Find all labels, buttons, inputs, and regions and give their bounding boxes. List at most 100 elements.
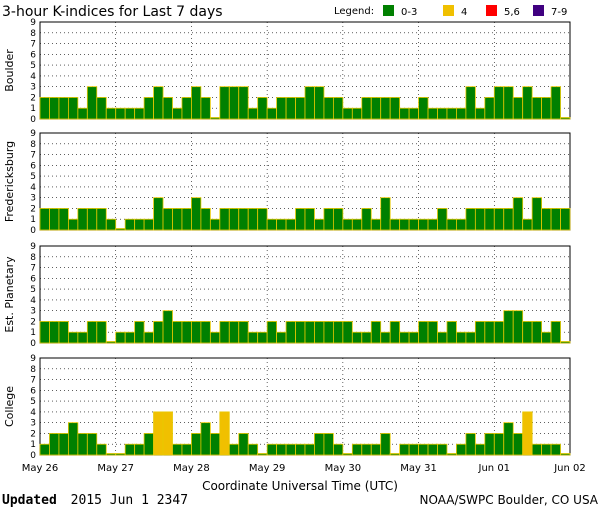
kp-bar [105, 218, 117, 231]
kp-bar [380, 97, 391, 120]
kp-bar [550, 208, 561, 231]
kp-bar [446, 218, 457, 231]
legend-swatch [486, 5, 497, 16]
y-tick-label: 6 [30, 386, 36, 396]
kp-bar [437, 208, 448, 231]
y-tick-label: 9 [30, 242, 36, 252]
kp-bar [96, 443, 107, 456]
x-axis-label: Coordinate Universal Time (UTC) [202, 479, 398, 493]
y-tick-label: 0 [30, 339, 36, 349]
kp-bar [67, 97, 79, 120]
kp-bar [314, 218, 325, 231]
x-tick-label: May 27 [97, 463, 134, 474]
kp-bar [105, 453, 117, 456]
chart-title: 3-hour K-indices for Last 7 days [2, 4, 223, 20]
kp-bar [200, 97, 211, 120]
kp-bar [361, 331, 372, 344]
kp-bar [541, 331, 552, 344]
kp-bar [39, 208, 50, 231]
kp-bar [418, 97, 429, 120]
kp-bar [399, 218, 410, 231]
kp-bar [86, 321, 98, 344]
kp-bar [295, 208, 306, 231]
kp-bar [96, 321, 107, 344]
y-tick-label: 6 [30, 50, 36, 60]
x-tick-label: May 30 [325, 463, 362, 474]
kp-bar [531, 321, 543, 344]
kp-bar [474, 208, 486, 231]
kp-bar [124, 107, 136, 120]
y-tick-label: 8 [30, 253, 36, 263]
kp-bar [143, 97, 154, 120]
kp-bar [370, 97, 382, 120]
kp-bar [191, 433, 202, 456]
kp-bar [276, 97, 287, 120]
kp-bar [238, 208, 249, 231]
kp-bar [77, 208, 88, 231]
kp-bar [484, 433, 495, 456]
y-tick-label: 0 [30, 451, 36, 461]
kp-bar [323, 97, 334, 120]
kp-bar [162, 310, 173, 344]
y-tick-label: 7 [30, 151, 36, 161]
kp-bar [512, 310, 524, 344]
x-tick-label: May 28 [173, 463, 210, 474]
kp-bar [456, 107, 467, 120]
kp-bar [332, 321, 344, 344]
kp-bar [351, 107, 363, 120]
kp-bar [456, 218, 467, 231]
kp-bar [522, 86, 533, 120]
kp-bar [427, 218, 438, 231]
kp-bar [276, 443, 287, 456]
kp-bar [427, 321, 438, 344]
y-tick-label: 3 [30, 419, 36, 429]
kp-bar [219, 86, 230, 120]
legend-label: Legend: [334, 6, 374, 17]
kp-bar [484, 208, 495, 231]
kp-bar [332, 208, 344, 231]
y-tick-label: 7 [30, 264, 36, 274]
kp-bar [342, 218, 353, 231]
kp-bar [493, 208, 505, 231]
kp-bar [541, 208, 552, 231]
kp-bar [456, 331, 467, 344]
kp-bar [503, 86, 514, 120]
kp-bar [49, 321, 60, 344]
kp-bar [484, 97, 495, 120]
kp-bar [418, 321, 429, 344]
kp-bar [446, 453, 457, 456]
kp-bar [541, 97, 552, 120]
kp-bar [105, 107, 117, 120]
kp-bar [560, 341, 571, 344]
kp-bar [342, 321, 353, 344]
kp-bar [257, 208, 268, 231]
kp-bar [134, 218, 145, 231]
y-tick-label: 7 [30, 40, 36, 50]
kp-bar [418, 218, 429, 231]
kp-bar [124, 443, 136, 456]
kp-bar [209, 218, 221, 231]
kp-bar [389, 97, 401, 120]
legend: Legend: 0-3 4 5,6 7-9 [334, 5, 567, 18]
kp-bar [550, 321, 561, 344]
kp-bar [295, 443, 306, 456]
kp-bar [295, 97, 306, 120]
panel-label: Boulder [3, 49, 16, 92]
kp-bar [323, 433, 334, 456]
kp-bar [39, 97, 50, 120]
kp-bar [437, 331, 448, 344]
kp-bar [115, 331, 126, 344]
y-tick-label: 6 [30, 274, 36, 284]
y-tick-label: 8 [30, 365, 36, 375]
kp-bar [531, 197, 543, 231]
kp-bar [209, 331, 221, 344]
kp-bar [560, 117, 571, 120]
kp-bar [58, 321, 69, 344]
kp-bar [522, 321, 533, 344]
kp-bar [247, 331, 259, 344]
y-tick-label: 4 [30, 296, 36, 306]
updated-value: 2015 Jun 1 2347 [71, 493, 188, 508]
